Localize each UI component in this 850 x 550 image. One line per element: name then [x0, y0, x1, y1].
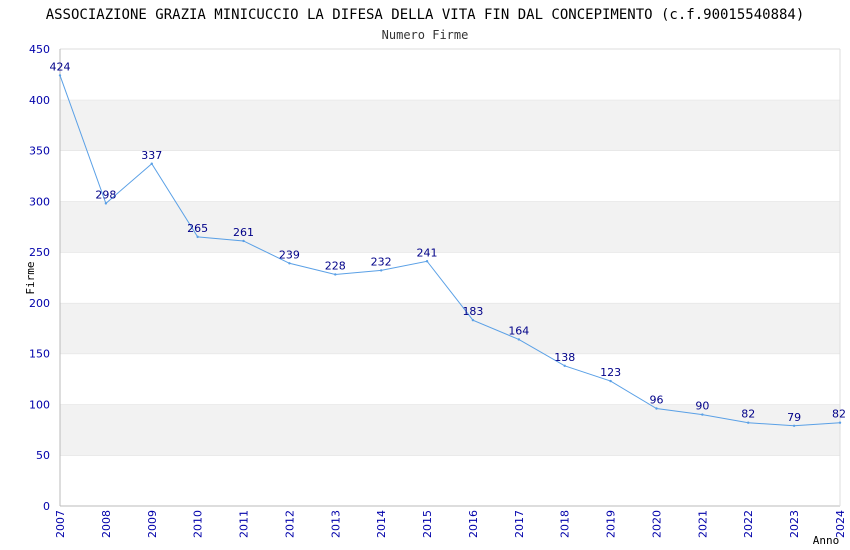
data-point: [471, 318, 475, 322]
x-tick-label: 2024: [834, 510, 847, 538]
data-label: 337: [141, 149, 162, 162]
y-tick-label: 300: [29, 195, 50, 208]
data-label: 261: [233, 226, 254, 239]
data-label: 123: [600, 366, 621, 379]
x-tick-label: 2010: [192, 510, 205, 538]
data-point: [792, 424, 796, 427]
x-tick-label: 2022: [742, 510, 755, 538]
data-point: [563, 364, 566, 368]
y-tick-label: 100: [29, 398, 50, 411]
y-tick-label: 250: [29, 246, 50, 259]
data-point: [747, 421, 750, 424]
y-axis-label: Firme: [24, 261, 37, 294]
grid-band: [60, 99, 840, 151]
grid-band: [60, 252, 840, 303]
data-label: 228: [325, 259, 346, 272]
x-tick-label: 2021: [696, 510, 709, 538]
x-tick-label: 2023: [788, 510, 801, 538]
grid-band: [60, 150, 840, 202]
x-tick-label: 2009: [146, 510, 159, 538]
data-label: 183: [462, 305, 483, 318]
x-tick-label: 2016: [467, 510, 480, 538]
y-tick-label: 0: [43, 500, 50, 513]
data-label: 424: [50, 60, 71, 73]
data-label: 138: [554, 351, 575, 364]
x-axis-label: Anno: [813, 534, 840, 547]
data-labels: 424 298 337 265 261 239 228 232 241 183 164 138 123 9…: [50, 60, 847, 423]
x-tick-label: 2018: [559, 510, 572, 538]
data-label: 82: [741, 408, 755, 421]
x-tick-label: 2011: [238, 510, 251, 538]
series-line: [59, 75, 841, 427]
y-axis-ticks: 0 50 100 150 200 250 300 350 400 450: [29, 43, 50, 513]
x-tick-label: 2008: [100, 510, 113, 538]
grid-band: [60, 455, 840, 506]
chart-subtitle: Numero Firme: [382, 28, 469, 42]
data-label: 298: [95, 188, 116, 201]
data-point: [104, 202, 108, 205]
grid-band: [60, 404, 840, 456]
x-tick-label: 2014: [375, 510, 388, 538]
x-tick-label: 2020: [650, 510, 663, 538]
y-tick-label: 400: [29, 94, 50, 107]
data-point: [701, 413, 704, 416]
data-point: [655, 407, 658, 410]
data-point: [288, 262, 291, 265]
data-label: 265: [187, 222, 208, 235]
grid-band: [60, 353, 840, 405]
data-point: [517, 338, 521, 341]
series: [58, 74, 842, 427]
grid-bands: [60, 48, 840, 506]
data-label: 79: [787, 411, 801, 424]
data-label: 232: [371, 255, 392, 268]
data-label: 241: [417, 246, 438, 259]
data-point: [196, 235, 199, 239]
data-label: 96: [649, 394, 663, 407]
data-point: [838, 421, 842, 424]
data-point: [609, 379, 612, 383]
x-tick-label: 2019: [605, 510, 618, 538]
y-tick-label: 450: [29, 43, 50, 56]
y-tick-label: 150: [29, 348, 50, 361]
y-tick-label: 350: [29, 145, 50, 158]
data-label: 239: [279, 248, 300, 261]
axes: [59, 49, 841, 507]
x-tick-label: 2013: [329, 510, 342, 538]
x-axis-ticks: 2007 2008 2009 2010 2011 2012 2013 2014 2015 2016…: [54, 510, 847, 538]
data-point: [379, 269, 383, 272]
data-label: 82: [832, 408, 846, 421]
grid-band: [60, 302, 840, 354]
chart-title: ASSOCIAZIONE GRAZIA MINICUCCIO LA DIFESA…: [46, 7, 805, 23]
y-tick-label: 50: [36, 449, 50, 462]
grid-band: [60, 49, 840, 100]
grid-band: [60, 201, 840, 253]
data-label: 164: [508, 324, 529, 337]
x-tick-label: 2015: [421, 510, 434, 538]
y-tick-label: 200: [29, 297, 50, 310]
data-point: [150, 162, 153, 165]
data-point: [334, 273, 337, 276]
x-tick-label: 2007: [54, 510, 67, 538]
data-point: [58, 74, 62, 77]
x-tick-label: 2017: [513, 510, 526, 538]
data-label: 90: [695, 400, 709, 413]
x-tick-label: 2012: [283, 510, 296, 538]
data-point: [242, 239, 245, 243]
data-point: [425, 260, 429, 263]
